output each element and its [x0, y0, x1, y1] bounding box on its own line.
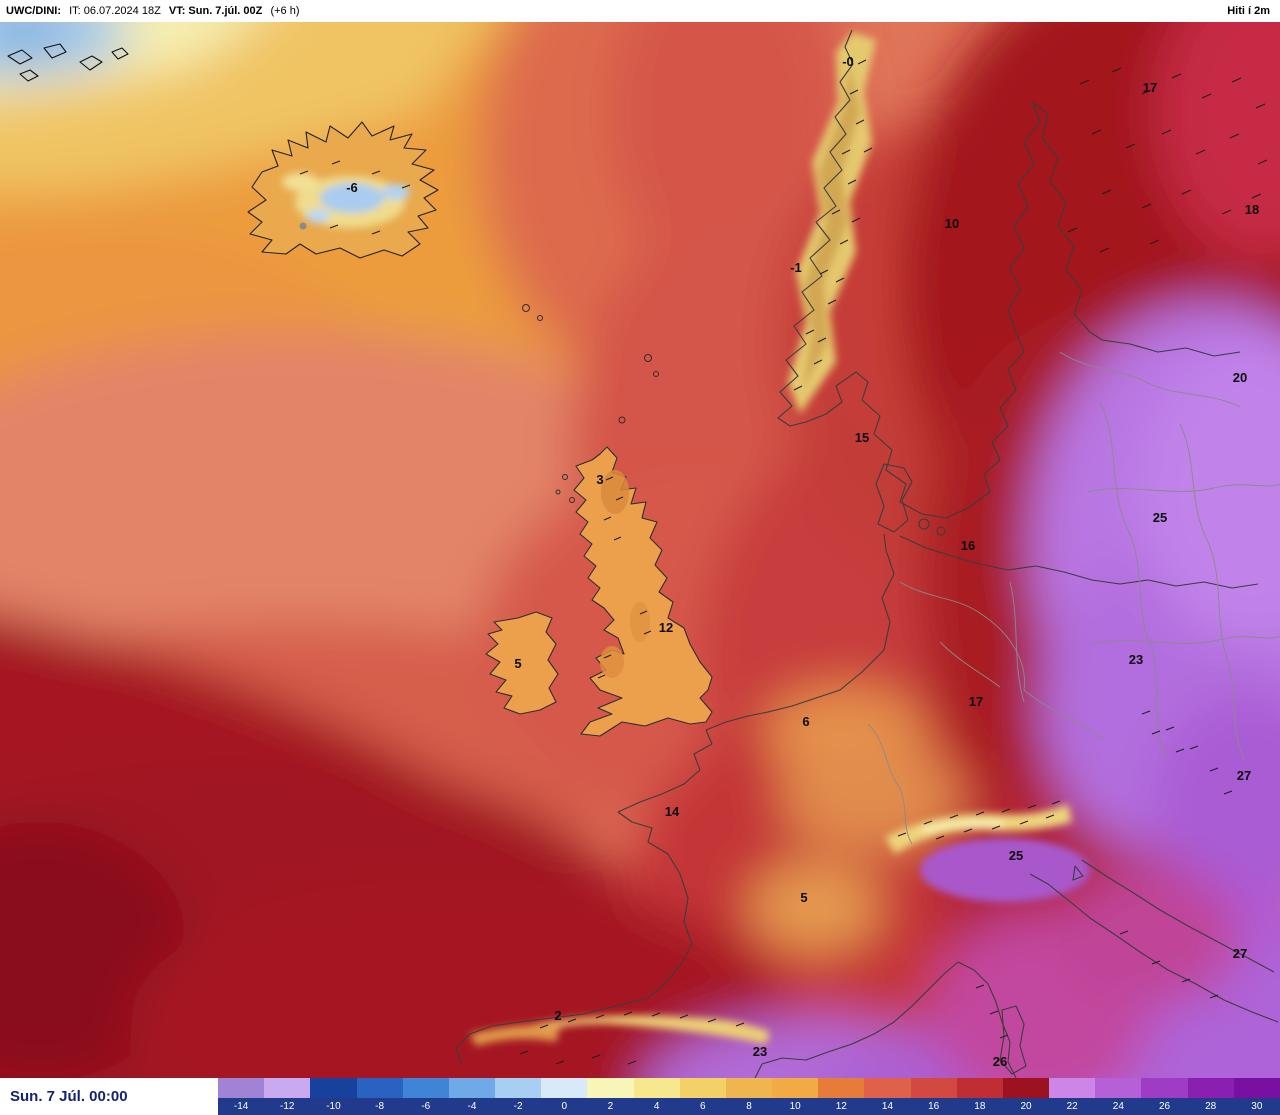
legend-tick: 26 — [1158, 1101, 1171, 1112]
temperature-label: -1 — [790, 260, 802, 275]
temperature-label: 17 — [969, 694, 983, 709]
legend-tick: -12 — [280, 1101, 295, 1112]
temperature-label: 14 — [665, 804, 680, 819]
legend-cell--12 — [264, 1078, 311, 1098]
temperature-label: 18 — [1245, 202, 1259, 217]
legend-color-band — [218, 1078, 1280, 1098]
temperature-label: 25 — [1153, 510, 1167, 525]
legend-cell-24 — [1095, 1078, 1142, 1098]
station-dot — [299, 222, 307, 230]
temperature-label: 3 — [596, 472, 603, 487]
legend-cell--14 — [218, 1078, 265, 1098]
terrain-features — [470, 32, 1090, 1046]
legend-cell-2 — [587, 1078, 634, 1098]
legend-tick: -14 — [233, 1101, 249, 1112]
legend-cell-10 — [772, 1078, 819, 1098]
legend-cell--8 — [356, 1078, 403, 1098]
legend-cell-8 — [725, 1078, 773, 1098]
legend-tick: 18 — [974, 1101, 986, 1112]
legend-tick: -6 — [421, 1101, 431, 1112]
terrain-hatches — [299, 59, 1268, 1065]
legend-cell-14 — [864, 1078, 911, 1098]
legend-tick-row: -14 -12 -10 -8 -6 -4 -2 0 2 4 6 8 10 12 14 16 18 20 22 24 26… — [218, 1098, 1280, 1115]
run-info: UWC/DINI: IT: 06.07.2024 18Z VT: Sun. 7.… — [6, 5, 305, 17]
temperature-label: 17 — [1143, 80, 1157, 95]
legend-cell-22 — [1049, 1078, 1096, 1098]
legend-cell-28 — [1187, 1078, 1234, 1098]
legend-tick: -2 — [513, 1101, 523, 1112]
legend-tick: 24 — [1112, 1101, 1124, 1112]
model-name: UWC/DINI: — [6, 5, 61, 17]
temperature-label: 23 — [753, 1044, 767, 1059]
header-bar: UWC/DINI: IT: 06.07.2024 18Z VT: Sun. 7.… — [0, 0, 1280, 22]
legend-cell-16 — [910, 1078, 957, 1098]
temperature-labels: -0 17 18 10 -1 -6 20 15 3 25 16 12 5 23 17 6 27 14 25 5 27 2 2… — [346, 54, 1259, 1069]
coastlines — [7, 29, 1279, 1078]
legend-tick: 6 — [700, 1101, 706, 1112]
temperature-label: 16 — [961, 538, 975, 553]
color-scale: -14 -12 -10 -8 -6 -4 -2 0 2 4 6 8 10 12 14 16 18 20 22 24 26… — [218, 1078, 1280, 1115]
legend-cell-26 — [1141, 1078, 1188, 1098]
legend-tick: 30 — [1251, 1101, 1263, 1112]
legend-cell-0 — [541, 1078, 588, 1098]
legend-tick: 22 — [1066, 1101, 1078, 1112]
valid-datetime: Sun. 7 Júl. 00:00 — [0, 1078, 218, 1115]
temperature-label: 10 — [945, 216, 959, 231]
legend-tick: -4 — [467, 1101, 477, 1112]
temperature-label: 5 — [800, 890, 807, 905]
temperature-label: 20 — [1233, 370, 1247, 385]
legend-cell--6 — [402, 1078, 449, 1098]
temperature-label: -6 — [346, 180, 358, 195]
temperature-label: 2 — [554, 1008, 561, 1023]
legend-tick: 10 — [789, 1101, 801, 1112]
temperature-label: 23 — [1129, 652, 1143, 667]
parameter-title: Hiti í 2m — [1227, 5, 1270, 17]
legend-tick: 12 — [835, 1101, 847, 1112]
legend-cell-30 — [1233, 1078, 1280, 1098]
legend-tick: 20 — [1020, 1101, 1032, 1112]
legend-tick: 28 — [1205, 1101, 1217, 1112]
british-isles — [485, 304, 713, 737]
iceland — [247, 121, 439, 259]
legend-tick: 8 — [746, 1101, 752, 1112]
temperature-label: 25 — [1009, 848, 1023, 863]
temperature-label: 6 — [802, 714, 809, 729]
temperature-label: 12 — [659, 620, 673, 635]
legend-cell-20 — [1002, 1078, 1050, 1098]
temperature-field — [0, 22, 1280, 1078]
legend-cell--2 — [495, 1078, 542, 1098]
country-borders — [867, 351, 1280, 845]
legend-tick: 4 — [653, 1101, 660, 1112]
legend-tick: 14 — [881, 1101, 894, 1112]
legend-bar: Sun. 7 Júl. 00:00 -14 -12 -10 -8 -6 -4 -2 0 2 4 6 8… — [0, 1078, 1280, 1115]
init-time: IT: 06.07.2024 18Z — [69, 5, 161, 17]
temperature-label: 5 — [514, 656, 521, 671]
valid-time: VT: Sun. 7.júl. 00Z — [168, 5, 263, 17]
temperature-label: 27 — [1237, 768, 1251, 783]
temperature-label: -0 — [842, 54, 854, 69]
forecast-offset: (+6 h) — [270, 5, 300, 17]
map-svg: -0 17 18 10 -1 -6 20 15 3 25 16 12 5 23 17 6 27 14 25 5 27 2 2… — [0, 22, 1280, 1078]
legend-tick: -8 — [375, 1101, 385, 1112]
legend-cell-12 — [818, 1078, 865, 1098]
legend-tick: 16 — [928, 1101, 940, 1112]
temperature-label: 15 — [855, 430, 869, 445]
legend-tick: 2 — [607, 1101, 614, 1112]
legend-tick: -10 — [326, 1101, 341, 1112]
temperature-label: 26 — [993, 1054, 1007, 1069]
legend-cell-18 — [956, 1078, 1003, 1098]
legend-cell--4 — [448, 1078, 496, 1098]
map-area: -0 17 18 10 -1 -6 20 15 3 25 16 12 5 23 17 6 27 14 25 5 27 2 2… — [0, 22, 1280, 1078]
legend-cell--10 — [310, 1078, 357, 1098]
legend-tick: 0 — [561, 1101, 568, 1112]
temperature-label: 27 — [1233, 946, 1247, 961]
legend-cell-6 — [679, 1078, 726, 1098]
legend-cell-4 — [633, 1078, 680, 1098]
